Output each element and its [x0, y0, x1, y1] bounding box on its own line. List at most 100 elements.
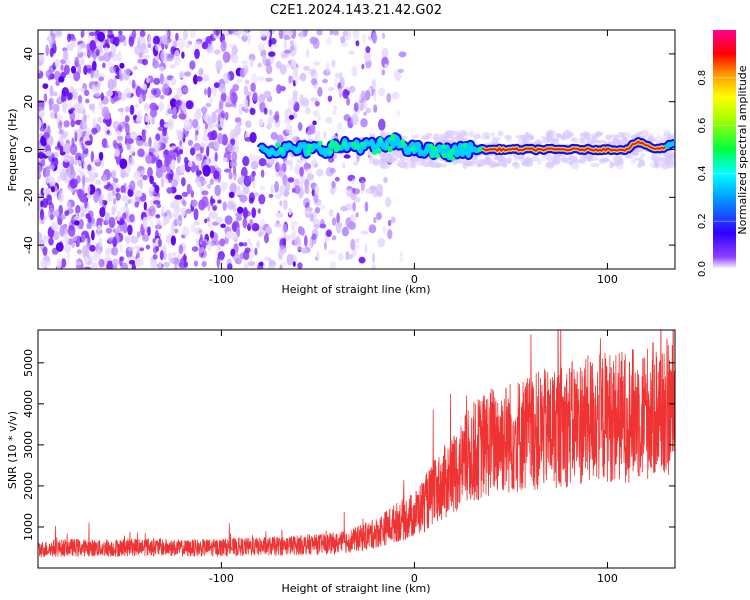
heatmap-cell: [162, 83, 170, 96]
ridge-peak: [275, 142, 281, 148]
heatmap-cell: [201, 41, 209, 50]
heatmap-cell: [84, 176, 91, 183]
heatmap-cell: [62, 101, 67, 113]
heatmap-cell: [376, 191, 383, 198]
heatmap-cell: [217, 251, 225, 261]
heatmap-cell: [463, 161, 471, 166]
heatmap-cell: [292, 230, 297, 236]
heatmap-cell: [151, 117, 155, 125]
ridge-peak: [450, 148, 455, 154]
heatmap-cell: [74, 131, 78, 142]
heatmap-cell: [92, 60, 97, 71]
heatmap-cell: [182, 226, 190, 237]
heatmap-cell: [190, 190, 194, 198]
heatmap-cell: [172, 106, 177, 116]
heatmap-cell: [152, 254, 158, 260]
heatmap-cell: [97, 31, 105, 42]
heatmap-cell: [304, 161, 308, 171]
heatmap-cell: [473, 156, 478, 160]
heatmap-cell: [258, 158, 267, 167]
heatmap-cell: [314, 100, 320, 107]
heatmap-cell: [82, 175, 86, 187]
heatmap-cell: [89, 245, 96, 252]
heatmap-cell: [147, 166, 153, 179]
heatmap-cell: [201, 106, 208, 114]
heatmap-cell: [66, 73, 74, 79]
heatmap-cell: [355, 238, 360, 244]
heatmap-cell: [153, 142, 160, 151]
heatmap-cell: [106, 33, 115, 39]
heatmap-xtick-label: 0: [411, 273, 418, 286]
heatmap-cell: [54, 112, 58, 120]
snr-frame: [37, 329, 676, 569]
heatmap-cell: [371, 78, 376, 90]
heatmap-cell: [207, 116, 212, 126]
heatmap-cell: [105, 227, 113, 234]
heatmap-cell: [260, 169, 265, 178]
heatmap-cell: [633, 157, 642, 161]
heatmap-cell: [309, 36, 318, 45]
heatmap-cell: [381, 32, 386, 39]
heatmap-cell: [134, 201, 139, 208]
heatmap-cell: [100, 92, 104, 101]
heatmap-cell: [193, 74, 198, 85]
heatmap-cell: [384, 156, 395, 162]
heatmap-cell: [325, 62, 330, 74]
heatmap-cell: [287, 177, 295, 183]
heatmap-cell: [143, 142, 151, 147]
heatmap-cell: [411, 157, 418, 161]
heatmap-cell: [250, 82, 256, 93]
heatmap-cell: [288, 114, 295, 120]
heatmap-cell: [55, 209, 60, 219]
heatmap-cell: [81, 115, 86, 126]
heatmap-cell: [336, 121, 343, 131]
heatmap-cell: [583, 137, 589, 145]
heatmap-cell: [262, 54, 267, 66]
heatmap-cell: [38, 122, 41, 129]
heatmap-cell: [217, 245, 221, 251]
heatmap-cell: [346, 188, 354, 198]
heatmap-cell: [347, 253, 354, 260]
heatmap-cell: [322, 78, 328, 84]
heatmap-cell: [231, 151, 238, 163]
heatmap-cell: [210, 130, 218, 141]
heatmap-cell: [153, 77, 161, 85]
heatmap-cell: [160, 50, 167, 63]
heatmap-cell: [263, 107, 268, 115]
heatmap-cell: [563, 129, 572, 138]
heatmap-cell: [421, 161, 430, 167]
heatmap-cell: [111, 168, 117, 179]
heatmap-cell: [279, 185, 285, 196]
heatmap-cell: [250, 73, 258, 85]
heatmap-cell: [324, 236, 330, 242]
heatmap-cell: [226, 143, 233, 152]
heatmap-cell: [193, 142, 202, 151]
heatmap-cell: [222, 201, 227, 211]
heatmap-cell: [189, 60, 196, 70]
colorbar-gradient: [713, 30, 736, 269]
heatmap-cell: [216, 256, 220, 269]
heatmap-cell: [300, 227, 305, 236]
ridge-peak: [328, 149, 334, 155]
heatmap-cell: [50, 221, 59, 231]
heatmap-cell: [238, 242, 244, 247]
ridge-peak: [389, 135, 395, 141]
heatmap-cell: [136, 140, 145, 147]
heatmap-cell: [247, 238, 252, 245]
heatmap-cell: [154, 184, 160, 194]
heatmap-cell: [158, 238, 162, 248]
heatmap-cell: [90, 150, 95, 163]
heatmap-cell: [224, 168, 232, 173]
heatmap-cell: [134, 245, 141, 250]
heatmap-cell: [276, 84, 282, 94]
heatmap-cell: [233, 31, 240, 36]
heatmap-cell: [169, 64, 176, 69]
heatmap-cell: [53, 230, 60, 241]
ridge-peak: [441, 153, 447, 159]
heatmap-cell: [194, 132, 198, 142]
heatmap-cell: [268, 55, 275, 65]
heatmap-cell: [77, 159, 82, 166]
heatmap-cell: [276, 212, 284, 218]
ridge-peak: [435, 153, 441, 159]
heatmap-cell: [67, 224, 76, 237]
